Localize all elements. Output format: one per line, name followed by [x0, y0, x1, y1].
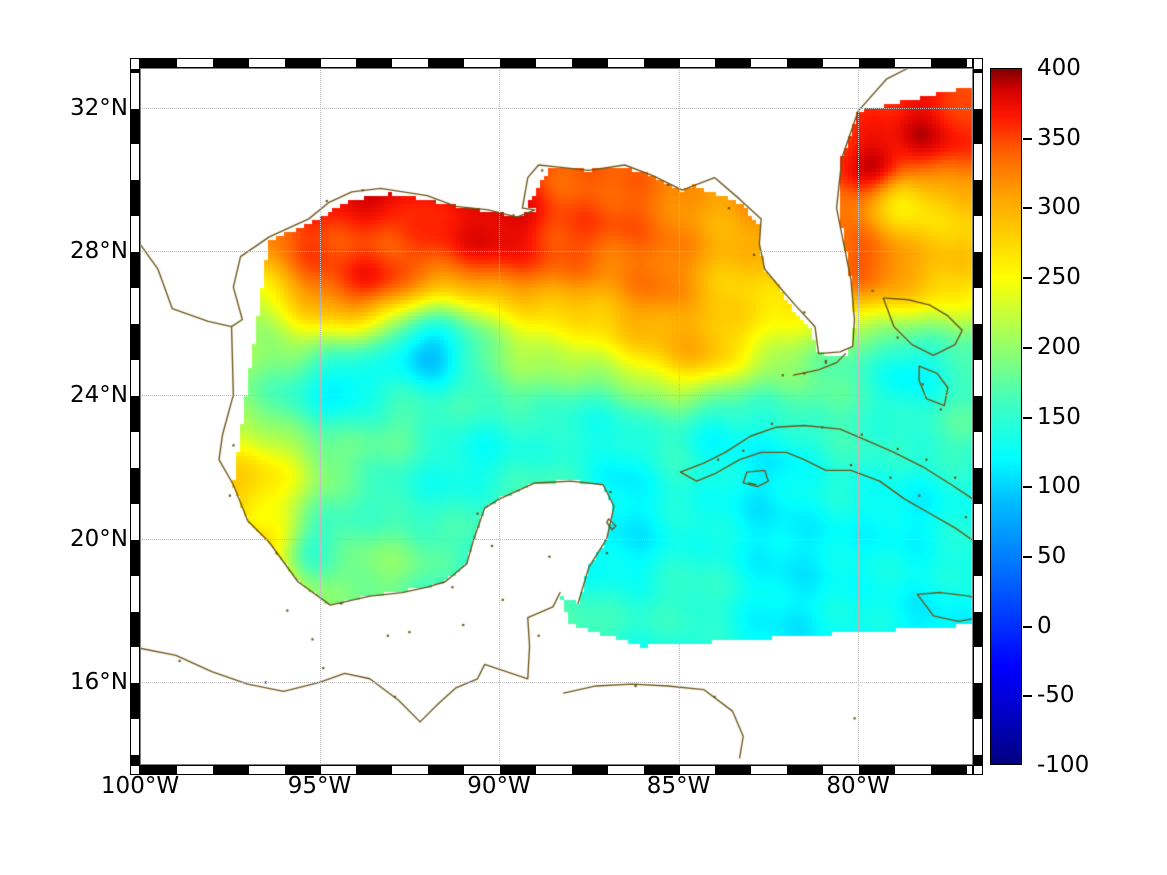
colorbar-tick-mark	[1023, 486, 1032, 489]
border-segment	[212, 766, 249, 774]
border-segment	[500, 59, 536, 67]
border-segment	[859, 59, 895, 67]
colorbar-tick-mark	[1023, 346, 1032, 349]
border-segment	[141, 766, 177, 774]
border-segment	[787, 766, 824, 774]
border-segment	[212, 59, 249, 67]
colorbar-tick-mark	[1023, 277, 1032, 280]
border-segment	[974, 467, 982, 504]
border-segment	[974, 180, 982, 217]
border-segment	[974, 683, 982, 720]
border-segment	[974, 611, 982, 648]
lat-tick-label: 32°N	[70, 94, 128, 121]
colorbar-tick-mark	[1023, 555, 1032, 558]
map-border-right	[973, 58, 983, 775]
lat-tick-label: 24°N	[70, 381, 128, 408]
border-segment	[974, 539, 982, 576]
colorbar-tick-mark	[1023, 207, 1032, 210]
colorbar-tick-label: 250	[1037, 264, 1081, 291]
border-segment	[428, 59, 465, 67]
border-segment	[428, 766, 465, 774]
border-segment	[131, 683, 139, 720]
border-segment	[131, 755, 139, 766]
map-plot-area[interactable]	[130, 58, 983, 775]
border-segment	[141, 59, 177, 67]
colorbar[interactable]: 400 350 300 250 200 150 100 50 0 -50 -100	[990, 55, 1089, 778]
lat-tick-label: 28°N	[70, 238, 128, 265]
border-segment	[643, 59, 680, 67]
lon-tick-label: 85°W	[646, 773, 711, 799]
colorbar-gradient	[990, 68, 1022, 765]
border-segment	[859, 766, 895, 774]
lon-tick-label: 80°W	[826, 773, 890, 799]
colorbar-tick-label: 0	[1037, 612, 1052, 639]
border-segment	[356, 59, 393, 67]
colorbar-tick-mark	[1023, 695, 1032, 698]
map-clip	[140, 68, 973, 765]
border-segment	[284, 59, 321, 67]
border-segment	[131, 324, 139, 360]
colorbar-tick-label: -50	[1037, 682, 1075, 709]
border-segment	[715, 766, 752, 774]
pseudocolor-field-canvas	[140, 68, 973, 765]
colorbar-tick-mark	[1023, 416, 1032, 419]
border-segment	[974, 395, 982, 432]
map-border-top	[130, 58, 983, 68]
colorbar-tick-label: 400	[1037, 55, 1081, 81]
lon-tick-label: 95°W	[287, 773, 352, 799]
border-segment	[131, 252, 139, 289]
colorbar-tick-label: 100	[1037, 473, 1081, 500]
border-segment	[571, 59, 608, 67]
border-segment	[974, 108, 982, 145]
border-segment	[500, 766, 536, 774]
map-border-left	[130, 58, 140, 775]
lon-tick-label: 90°W	[467, 773, 531, 799]
lat-tick-label: 16°N	[70, 669, 128, 696]
border-segment	[974, 69, 982, 73]
border-segment	[974, 324, 982, 360]
border-segment	[930, 766, 967, 774]
colorbar-tick-mark	[1023, 625, 1032, 628]
colorbar-tick-label: 50	[1037, 542, 1067, 569]
border-segment	[131, 395, 139, 432]
lon-tick-label: 100°W	[100, 773, 180, 799]
border-segment	[131, 539, 139, 576]
border-segment	[715, 59, 752, 67]
border-segment	[571, 766, 608, 774]
border-segment	[131, 611, 139, 648]
lat-tick-label: 20°N	[70, 525, 128, 552]
border-segment	[131, 69, 139, 73]
colorbar-tick-label: 300	[1037, 194, 1081, 221]
border-segment	[131, 467, 139, 504]
colorbar-tick-mark	[1023, 137, 1032, 140]
colorbar-tick-label: 350	[1037, 124, 1081, 151]
border-segment	[131, 108, 139, 145]
colorbar-tick-label: 150	[1037, 403, 1081, 430]
border-segment	[974, 755, 982, 766]
border-segment	[356, 766, 393, 774]
border-segment	[131, 180, 139, 217]
border-segment	[643, 766, 680, 774]
border-segment	[974, 252, 982, 289]
border-segment	[284, 766, 321, 774]
border-segment	[930, 59, 967, 67]
colorbar-tick-label: -100	[1037, 752, 1090, 778]
border-segment	[787, 59, 824, 67]
colorbar-tick-label: 200	[1037, 333, 1081, 360]
